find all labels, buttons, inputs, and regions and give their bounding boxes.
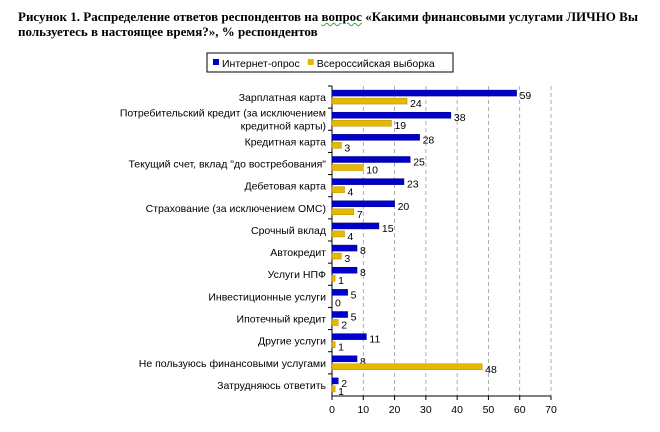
- x-tick-label: 10: [357, 404, 369, 416]
- bar-national: [331, 252, 342, 260]
- bar-internet: [331, 111, 452, 119]
- bar-national: [331, 363, 483, 371]
- category-label: Другие услуги: [258, 336, 326, 348]
- bar-national: [331, 97, 408, 105]
- data-label: 4: [348, 187, 354, 199]
- data-label: 1: [338, 275, 344, 287]
- data-label: 8: [360, 356, 366, 368]
- bar-internet: [331, 244, 358, 252]
- data-label: 20: [398, 201, 410, 213]
- category-label: Услуги НПФ: [268, 269, 326, 281]
- bar-national: [331, 385, 336, 393]
- category-label: Зарплатная карта: [239, 92, 326, 104]
- bar-internet: [331, 377, 339, 385]
- data-label: 2: [341, 320, 347, 332]
- data-label: 3: [344, 253, 350, 265]
- data-label: 0: [335, 297, 341, 309]
- data-label: 8: [360, 245, 366, 257]
- data-label: 1: [338, 386, 344, 398]
- bar-national: [331, 142, 342, 149]
- data-label: 48: [485, 364, 497, 376]
- bar-internet: [331, 355, 358, 363]
- data-label: 23: [407, 179, 419, 191]
- bar-national: [331, 319, 339, 326]
- title-text: Рисунок 1. Распределение ответов респонд…: [18, 9, 322, 24]
- bar-internet: [331, 134, 420, 141]
- legend-label-1: Всероссийская выборка: [317, 58, 435, 70]
- bar-internet: [331, 289, 348, 296]
- data-label: 10: [366, 165, 378, 177]
- title-underlined-word: вопрос: [321, 9, 362, 24]
- data-label: 3: [344, 142, 350, 154]
- x-tick-label: 50: [483, 404, 495, 416]
- data-label: 7: [357, 209, 363, 221]
- bar-national: [331, 164, 364, 171]
- data-label: 19: [394, 120, 406, 132]
- title-text-end: «Какими финансовыми услугами ЛИЧНО Вы по…: [18, 9, 638, 39]
- category-label: Затрудняюсь ответить: [217, 380, 326, 392]
- data-label: 8: [360, 267, 366, 279]
- bar-internet: [331, 222, 380, 230]
- figure-title: Рисунок 1. Распределение ответов респонд…: [18, 9, 658, 39]
- category-label: Кредитная карта: [245, 136, 327, 148]
- legend-label-0: Интернет-опрос: [222, 58, 300, 70]
- x-tick-label: 70: [545, 404, 557, 416]
- category-label: Потребительский кредит (за исключением: [120, 108, 326, 120]
- data-label: 11: [369, 334, 380, 346]
- category-label: Инвестиционные услуги: [208, 291, 326, 303]
- data-label: 5: [351, 289, 357, 301]
- x-tick-label: 0: [329, 404, 335, 416]
- category-label: Срочный вклад: [251, 225, 326, 237]
- data-label: 15: [382, 223, 394, 235]
- legend-swatch-0: [213, 59, 219, 65]
- data-label: 28: [423, 134, 435, 146]
- category-label: Текущий счет, вклад "до востребования": [128, 159, 326, 171]
- bar-national: [331, 208, 355, 216]
- bar-national: [331, 341, 336, 348]
- bar-national: [331, 274, 336, 282]
- data-label: 38: [454, 112, 466, 124]
- x-tick-label: 30: [420, 404, 432, 416]
- category-label: Не пользуюсь финансовыми услугами: [139, 358, 326, 370]
- bar-internet: [331, 89, 517, 97]
- x-tick-label: 40: [451, 404, 463, 416]
- data-label: 25: [413, 157, 425, 169]
- data-label: 5: [351, 312, 357, 324]
- bar-national: [331, 230, 345, 238]
- bar-internet: [331, 333, 367, 340]
- data-label: 4: [348, 231, 354, 243]
- bar-national: [331, 119, 392, 127]
- bar-internet: [331, 200, 395, 208]
- x-tick-label: 60: [514, 404, 526, 416]
- bar-internet: [331, 156, 411, 163]
- category-label: Автокредит: [270, 247, 326, 259]
- category-label: Страхование (за исключением ОМС): [146, 203, 326, 215]
- category-label: Дебетовая карта: [245, 181, 327, 193]
- data-label: 1: [338, 342, 344, 354]
- bar-national: [331, 186, 345, 193]
- data-label: 24: [410, 98, 422, 110]
- x-tick-label: 20: [389, 404, 401, 416]
- legend-swatch-1: [307, 59, 314, 65]
- data-label: 2: [341, 378, 347, 390]
- bar-internet: [331, 311, 348, 318]
- category-label: кредитной карты): [241, 121, 326, 133]
- bar-internet: [331, 266, 358, 274]
- category-label: Ипотечный кредит: [237, 314, 327, 326]
- bar-internet: [331, 178, 405, 185]
- legend-box: [206, 52, 454, 73]
- data-label: 59: [520, 90, 532, 102]
